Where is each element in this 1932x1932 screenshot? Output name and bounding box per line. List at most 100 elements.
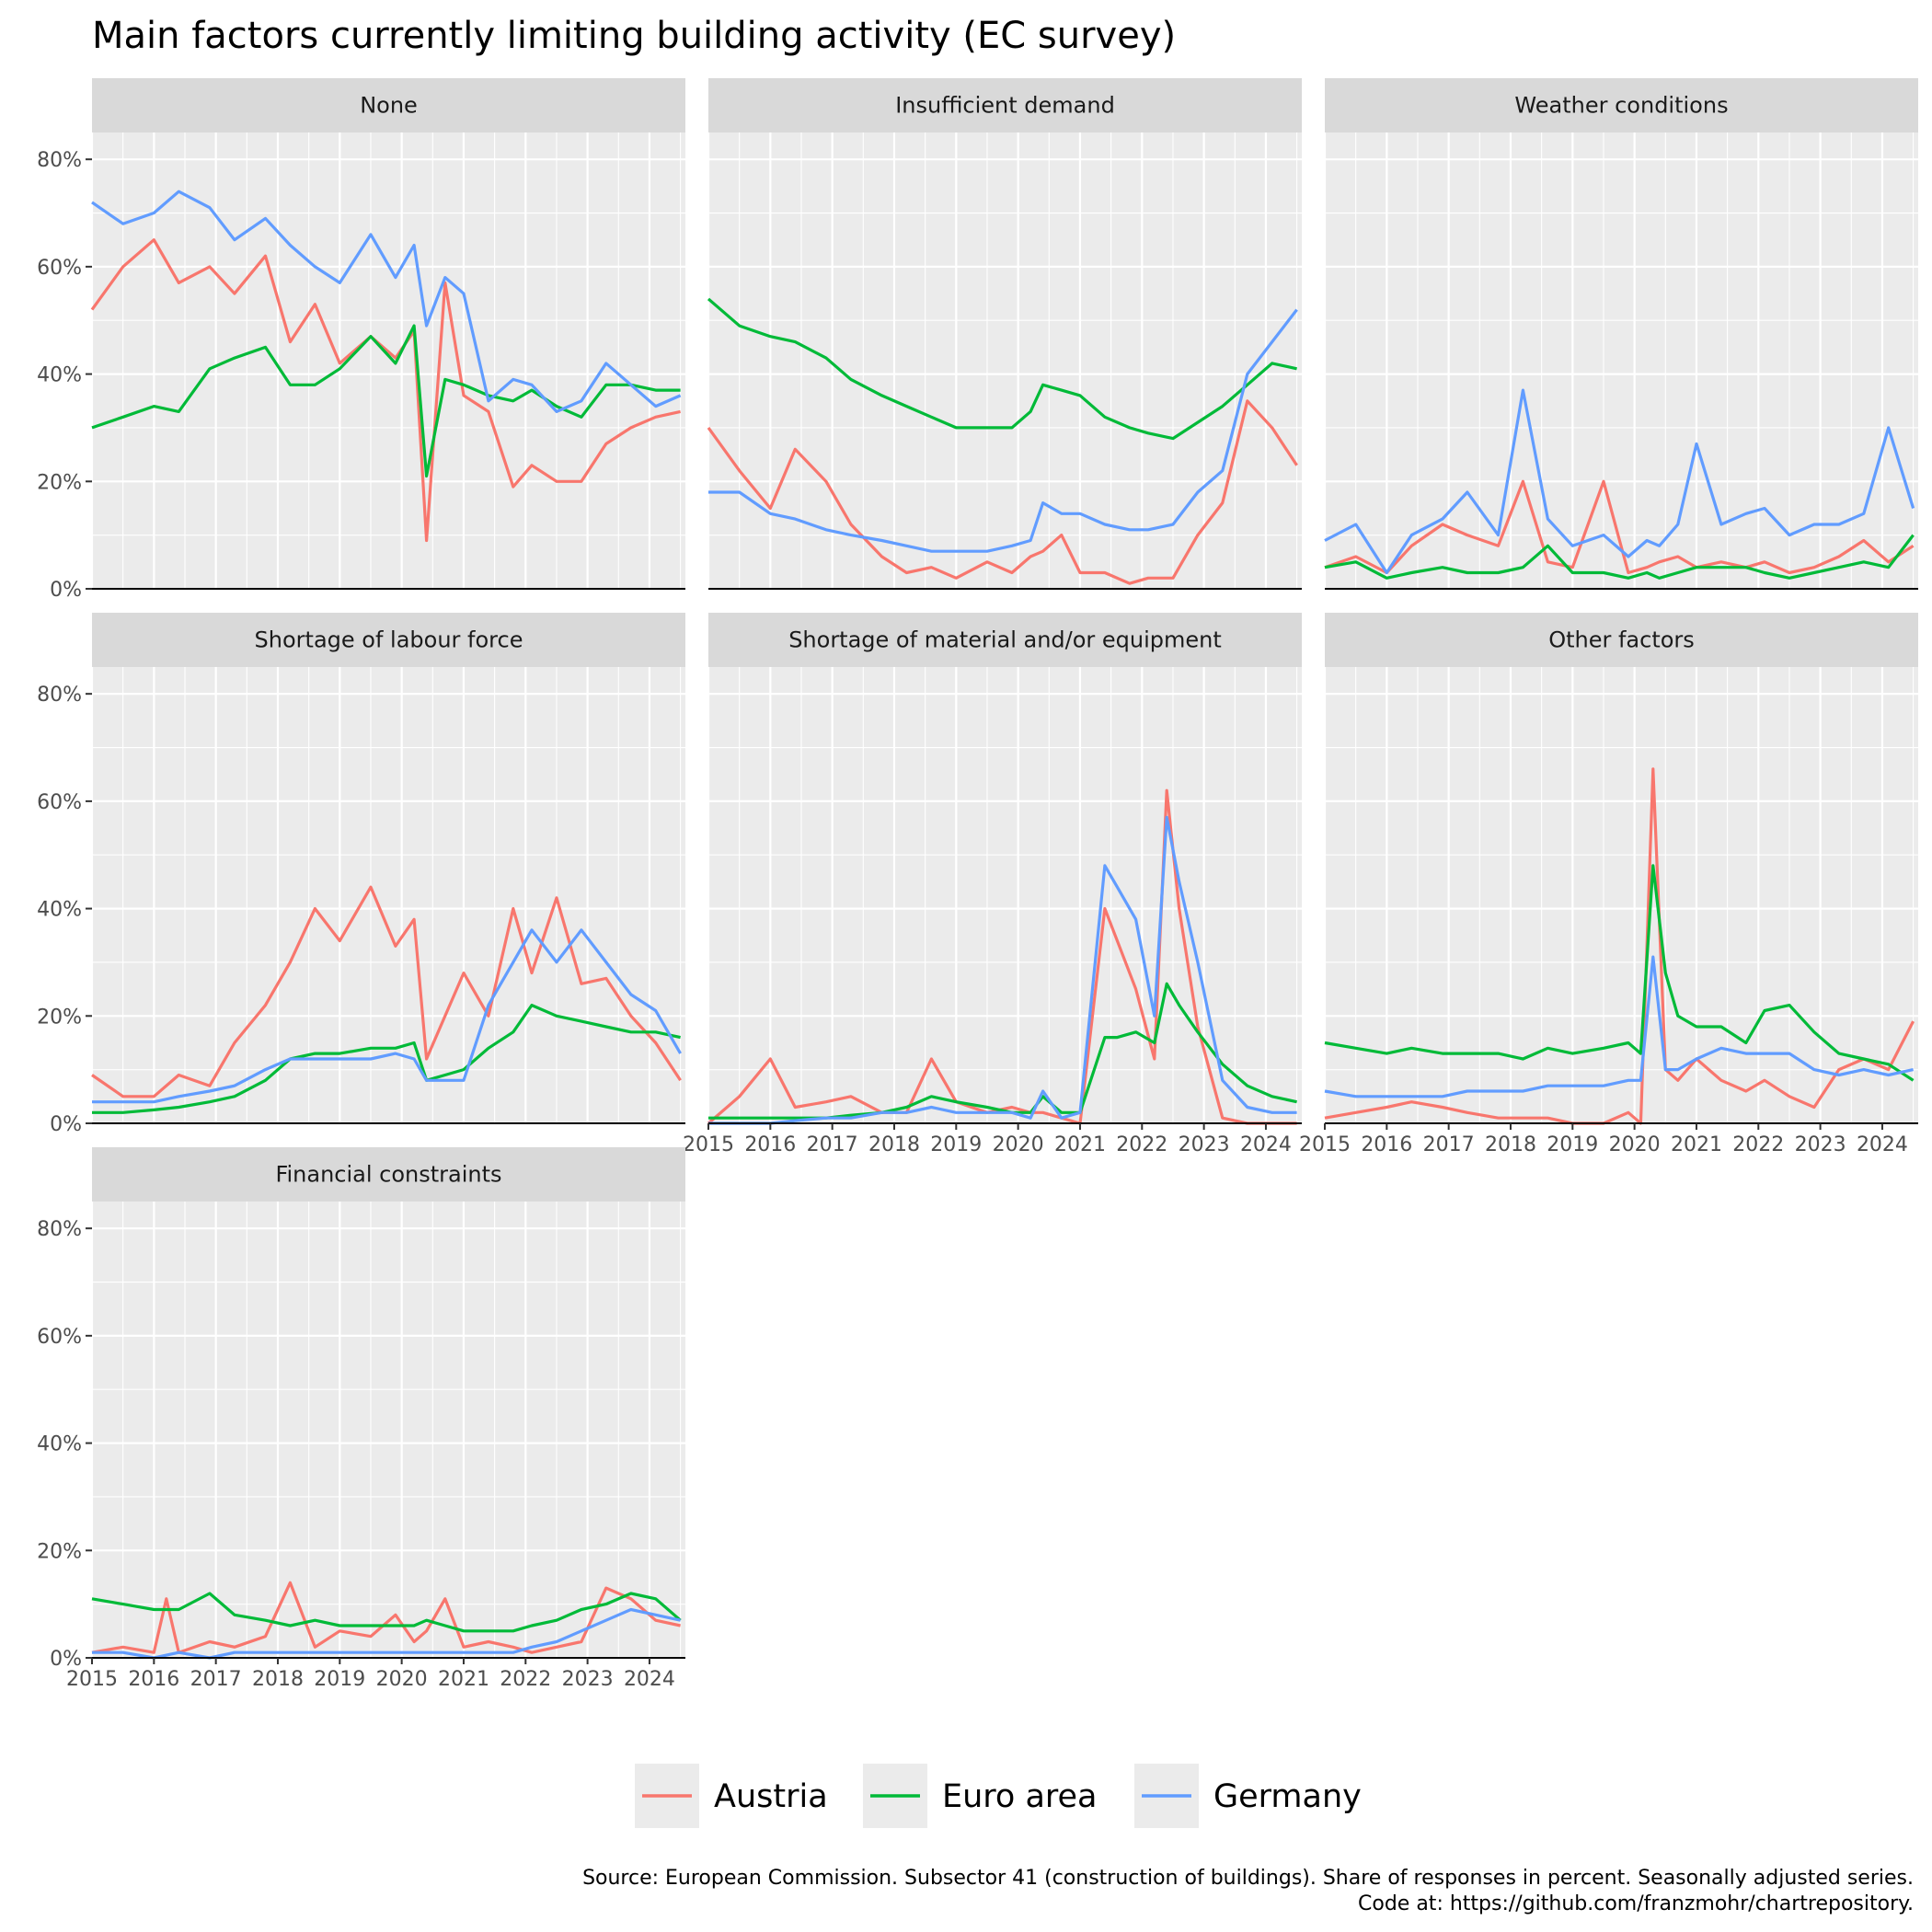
series-line-austria (1324, 479, 1915, 575)
legend-item-austria: Austria (635, 1764, 828, 1828)
panels: None 0% 20% 40% 60% 80% Insufficient demand Wea… (37, 78, 1918, 1691)
series-line-austria (91, 1581, 681, 1654)
x-tick-label: 2022 (500, 1668, 551, 1691)
x-tick-label: 2020 (376, 1668, 428, 1691)
x-tick-label: 2016 (128, 1668, 179, 1691)
panel-strip (1325, 78, 1918, 132)
y-tick-label: 20% (37, 1006, 82, 1029)
x-tick-label: 2018 (868, 1133, 920, 1156)
y-tick-label: 40% (37, 899, 82, 922)
legend-label: Euro area (942, 1778, 1098, 1815)
series-line-germany (92, 928, 682, 1104)
caption-code: Code at: https://github.com/franzmohr/ch… (1358, 1892, 1914, 1915)
series-line-euro-area (1324, 534, 1915, 580)
x-tick-label: 2023 (562, 1668, 614, 1691)
x-tick-label: 2018 (1485, 1133, 1536, 1156)
x-tick-label: 2024 (624, 1668, 675, 1691)
panel-financial-constraints: Financial constraints 0% 20% 40% 60% 80% 2015 2… (37, 1147, 685, 1691)
series-line-euro-area (707, 297, 1297, 441)
y-tick-label: 60% (37, 791, 82, 814)
series-line-austria (707, 788, 1297, 1125)
panel-title: Other factors (1548, 627, 1695, 653)
series-line-germany (1324, 388, 1915, 575)
x-tick-label: 2023 (1179, 1133, 1230, 1156)
legend-item-euro-area: Euro area (863, 1764, 1098, 1828)
legend-item-germany: Germany (1134, 1764, 1362, 1828)
panel-shortage-of-material-and-or-equipment: Shortage of material and/or equipment 201… (683, 613, 1302, 1156)
panel-strip (92, 1147, 685, 1202)
plot-background (708, 667, 1302, 1123)
y-tick-label: 60% (37, 1326, 82, 1349)
x-tick-label: 2019 (1547, 1133, 1598, 1156)
panel-title: Insufficient demand (895, 93, 1115, 119)
panel-strip (708, 613, 1302, 667)
x-tick-label: 2016 (744, 1133, 796, 1156)
chart-title: Main factors currently limiting building… (92, 15, 1176, 57)
x-tick-label: 2022 (1116, 1133, 1167, 1156)
series-line-austria (91, 885, 682, 1098)
x-tick-label: 2016 (1361, 1133, 1412, 1156)
x-tick-label: 2017 (807, 1133, 858, 1156)
panel-title: Shortage of labour force (255, 627, 523, 653)
y-tick-label: 0% (50, 579, 82, 602)
plot-background (1325, 132, 1918, 589)
panel-strip (708, 78, 1302, 132)
series-line-germany (1324, 955, 1914, 1098)
panel-strip (92, 78, 685, 132)
y-tick-label: 20% (37, 471, 82, 494)
series-line-germany (91, 190, 682, 413)
x-tick-label: 2021 (438, 1668, 489, 1691)
plot-background (92, 132, 685, 589)
x-tick-label: 2017 (190, 1668, 242, 1691)
y-tick-label: 20% (37, 1540, 82, 1563)
plot-background (708, 132, 1302, 589)
legend: Austria Euro area Germany (635, 1764, 1362, 1828)
panel-weather-conditions: Weather conditions (1323, 78, 1918, 591)
y-tick-label: 40% (37, 364, 82, 387)
x-tick-label: 2023 (1795, 1133, 1846, 1156)
panel-shortage-of-labour-force: Shortage of labour force 0% 20% 40% 60% 80% (37, 613, 685, 1136)
panel-insufficient-demand: Insufficient demand (707, 78, 1302, 591)
series-line-euro-area (91, 1592, 682, 1633)
series-line-euro-area (92, 1004, 681, 1114)
y-tick-label: 80% (37, 1218, 82, 1241)
x-tick-label: 2015 (66, 1668, 118, 1691)
panel-other-factors: Other factors 2015 2016 2017 2018 2019 2020 202… (1299, 613, 1918, 1156)
x-tick-label: 2018 (252, 1668, 304, 1691)
panel-none: None 0% 20% 40% 60% 80% (37, 78, 685, 602)
y-tick-label: 60% (37, 257, 82, 280)
panel-title: Weather conditions (1514, 93, 1728, 119)
gridlines (90, 132, 685, 591)
x-tick-label: 2020 (1609, 1133, 1661, 1156)
series-line-euro-area (91, 324, 681, 478)
x-tick-label: 2021 (1054, 1133, 1106, 1156)
panel-strip (92, 613, 685, 667)
series-line-euro-area (1324, 864, 1915, 1082)
x-tick-label: 2019 (930, 1133, 982, 1156)
panel-title: Financial constraints (275, 1162, 501, 1188)
y-tick-label: 80% (37, 149, 82, 172)
y-tick-label: 40% (37, 1433, 82, 1456)
legend-label: Germany (1213, 1778, 1362, 1815)
series-line-austria (707, 399, 1298, 585)
x-tick-label: 2019 (314, 1668, 365, 1691)
x-tick-label: 2015 (683, 1133, 734, 1156)
x-tick-label: 2022 (1732, 1133, 1784, 1156)
plot-background (92, 1202, 685, 1658)
x-tick-label: 2020 (993, 1133, 1044, 1156)
panel-strip (1325, 613, 1918, 667)
x-tick-label: 2021 (1671, 1133, 1722, 1156)
plot-background (1325, 667, 1918, 1123)
caption-source: Source: European Commission. Subsector 4… (582, 1867, 1914, 1890)
y-tick-label: 0% (50, 1113, 82, 1136)
x-tick-label: 2017 (1423, 1133, 1475, 1156)
series-line-germany (708, 815, 1297, 1125)
x-tick-label: 2015 (1299, 1133, 1351, 1156)
panel-title: None (360, 93, 418, 119)
y-tick-label: 0% (50, 1648, 82, 1671)
panel-title: Shortage of material and/or equipment (788, 627, 1222, 653)
legend-label: Austria (714, 1778, 828, 1815)
series-line-germany (708, 308, 1298, 553)
y-tick-label: 80% (37, 684, 82, 707)
